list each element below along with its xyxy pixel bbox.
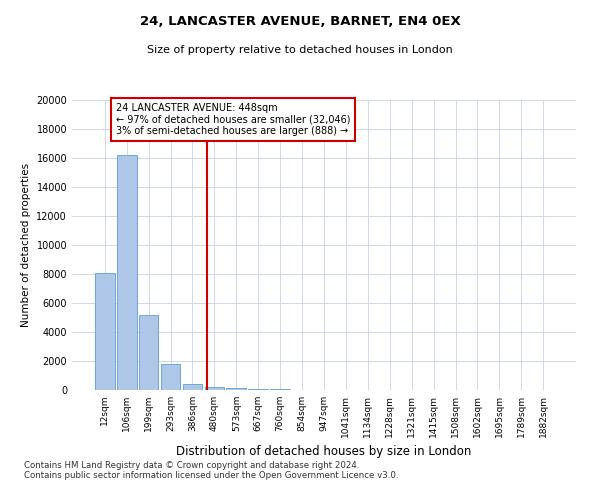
Bar: [205, 387, 224, 390]
Bar: [226, 388, 246, 390]
Bar: [117, 155, 137, 390]
Text: Size of property relative to detached houses in London: Size of property relative to detached ho…: [147, 45, 453, 55]
Y-axis label: Number of detached properties: Number of detached properties: [21, 163, 31, 327]
Bar: [182, 384, 202, 390]
Bar: [248, 388, 268, 390]
Bar: [270, 389, 290, 390]
Text: 24, LANCASTER AVENUE, BARNET, EN4 0EX: 24, LANCASTER AVENUE, BARNET, EN4 0EX: [140, 15, 460, 28]
X-axis label: Distribution of detached houses by size in London: Distribution of detached houses by size …: [176, 446, 472, 458]
Text: Contains HM Land Registry data © Crown copyright and database right 2024.
Contai: Contains HM Land Registry data © Crown c…: [24, 460, 398, 480]
Bar: [139, 314, 158, 390]
Bar: [161, 364, 181, 390]
Bar: [95, 274, 115, 390]
Text: 24 LANCASTER AVENUE: 448sqm
← 97% of detached houses are smaller (32,046)
3% of : 24 LANCASTER AVENUE: 448sqm ← 97% of det…: [116, 103, 350, 136]
